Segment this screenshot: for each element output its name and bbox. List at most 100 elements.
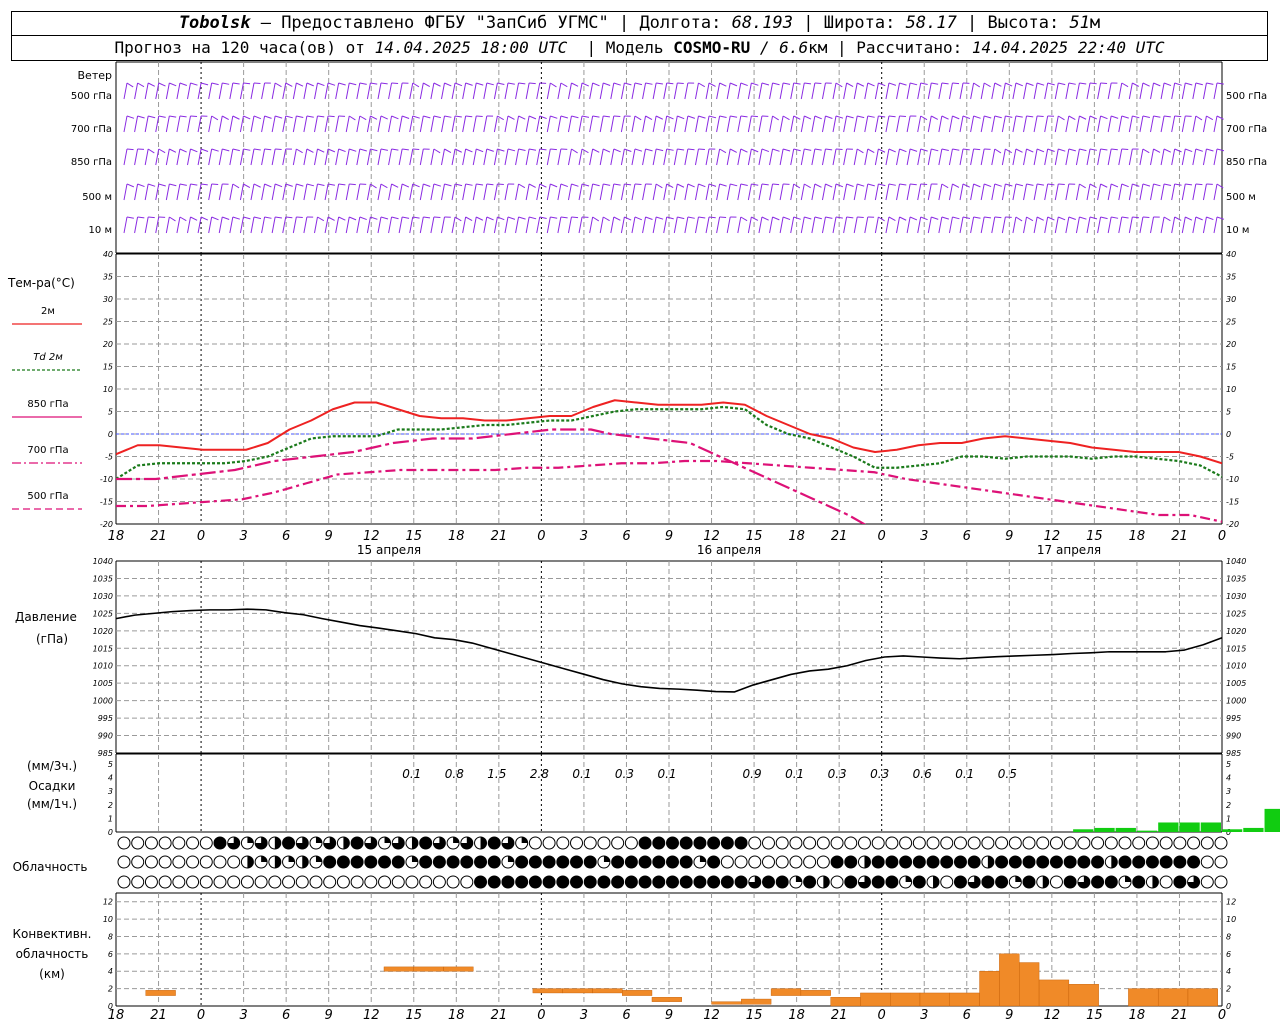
pres-ytick-right: 1040 bbox=[1226, 557, 1246, 566]
pres-ytick-right: 1015 bbox=[1226, 644, 1246, 653]
wind-barb-feather bbox=[285, 216, 293, 219]
wind-barb-feather bbox=[846, 115, 854, 119]
wind-barb-staff bbox=[271, 216, 276, 234]
wind-barb-feather bbox=[148, 216, 155, 219]
rain-bar bbox=[1222, 829, 1243, 832]
wind-barb-feather bbox=[402, 148, 409, 151]
cloud-circle bbox=[761, 836, 775, 850]
cloud-circle bbox=[227, 875, 241, 889]
wind-barb-feather bbox=[804, 115, 812, 120]
temp-xtick-label: 0 bbox=[197, 529, 205, 544]
wind-barb-staff bbox=[388, 183, 393, 201]
wind-barb-staff bbox=[144, 216, 149, 234]
wind-barb-feather bbox=[560, 115, 569, 119]
wind-barb-staff bbox=[790, 148, 795, 166]
wind-barb-staff bbox=[832, 216, 837, 234]
wind-barb-feather bbox=[857, 216, 864, 219]
cloud-circle bbox=[144, 875, 158, 889]
temp-ytick-right: -5 bbox=[1226, 453, 1234, 462]
wind-barb-staff bbox=[282, 183, 287, 201]
wind-barb-staff bbox=[409, 148, 414, 166]
wind-barb-feather bbox=[158, 183, 166, 187]
cloud-circle bbox=[227, 855, 241, 869]
wind-barb-staff bbox=[398, 115, 403, 133]
wind-barb-staff bbox=[303, 216, 308, 234]
wind-barb-feather bbox=[1216, 148, 1225, 152]
wind-barb-staff bbox=[261, 115, 266, 133]
cloud-circle bbox=[1200, 836, 1214, 850]
wind-barb-feather bbox=[391, 82, 399, 85]
wind-barb-feather bbox=[687, 115, 696, 119]
wind-barb-staff bbox=[1213, 148, 1218, 166]
wind-barb-staff bbox=[472, 183, 477, 201]
wind-barb-feather bbox=[370, 115, 378, 120]
wind-barb-feather bbox=[581, 82, 589, 87]
cloud-fill-full bbox=[721, 876, 734, 888]
cloud-circle bbox=[816, 855, 830, 869]
wind-barb-feather bbox=[232, 148, 240, 152]
wind-barb-feather bbox=[1047, 148, 1055, 152]
wind-barb-feather bbox=[148, 183, 156, 187]
cloud-circle bbox=[624, 836, 638, 850]
wind-barb-staff bbox=[1213, 115, 1218, 133]
cloud-fill-full bbox=[666, 837, 679, 849]
convective-bar bbox=[830, 997, 861, 1007]
wind-level-label-left: 700 гПа bbox=[71, 124, 112, 135]
wind-barb-feather bbox=[910, 183, 917, 186]
wind-barb-feather bbox=[476, 148, 484, 153]
wind-barb-staff bbox=[546, 148, 551, 166]
wind-barb-staff bbox=[832, 183, 837, 201]
cloud-fill-part bbox=[1042, 876, 1049, 888]
cloud-fill-full bbox=[1132, 876, 1145, 888]
cloud-fill-part bbox=[1152, 876, 1159, 888]
temp-xtick-label: 0 bbox=[537, 529, 545, 544]
wind-barb-feather bbox=[899, 183, 907, 186]
wind-barb-staff bbox=[176, 148, 181, 166]
wind-barb-feather bbox=[804, 148, 812, 151]
wind-barb-feather bbox=[761, 183, 769, 186]
temp-ytick-right: 30 bbox=[1226, 295, 1236, 304]
pres-ytick-left: 995 bbox=[98, 714, 113, 723]
wind-barb-staff bbox=[197, 183, 202, 201]
wind-barb-feather bbox=[793, 148, 801, 152]
cloud-fill-full bbox=[639, 856, 652, 868]
wind-barb-staff bbox=[811, 82, 816, 100]
cloud-circle bbox=[1145, 836, 1159, 850]
wind-barb-feather bbox=[1068, 216, 1076, 220]
wind-barb-staff bbox=[758, 183, 763, 201]
wind-barb-staff bbox=[483, 115, 488, 133]
wind-barb-staff bbox=[218, 148, 223, 166]
wind-barb-feather bbox=[1068, 82, 1076, 85]
wind-barb-feather bbox=[634, 216, 643, 221]
cloud-circle bbox=[1036, 836, 1050, 850]
wind-barb-staff bbox=[1086, 115, 1091, 133]
convective-bar bbox=[999, 953, 1020, 1007]
wind-barb-staff bbox=[218, 183, 223, 201]
wind-barb-staff bbox=[1033, 183, 1038, 201]
wind-barb-staff bbox=[155, 115, 160, 133]
wind-barb-staff bbox=[578, 82, 583, 100]
conv-ytick-left: 12 bbox=[103, 898, 113, 907]
wind-barb-staff bbox=[684, 115, 689, 133]
wind-barb-staff bbox=[790, 183, 795, 201]
wind-barb-staff bbox=[123, 216, 128, 234]
wind-barb-staff bbox=[462, 115, 467, 133]
wind-barb-staff bbox=[610, 216, 615, 234]
wind-barb-staff bbox=[1150, 82, 1154, 100]
wind-barb-feather bbox=[253, 183, 261, 188]
wind-barb-feather bbox=[190, 115, 198, 118]
conv-xtick-label: 0 bbox=[1218, 1008, 1226, 1023]
wind-barb-feather bbox=[317, 82, 325, 87]
wind-barb-feather bbox=[497, 216, 505, 221]
wind-barb-feather bbox=[529, 148, 537, 151]
wind-barb-staff bbox=[853, 148, 858, 166]
precip-3h-total: 0.3 bbox=[828, 767, 847, 781]
wind-barb-feather bbox=[613, 216, 621, 221]
wind-barb-staff bbox=[134, 148, 139, 166]
wind-barb-staff bbox=[694, 216, 699, 234]
wind-barb-staff bbox=[811, 115, 816, 133]
wind-barb-staff bbox=[1054, 216, 1059, 234]
header-forecast-row: Прогноз на 120 часа(ов) от 14.04.2025 18… bbox=[11, 35, 1268, 61]
wind-barb-feather bbox=[592, 115, 600, 118]
